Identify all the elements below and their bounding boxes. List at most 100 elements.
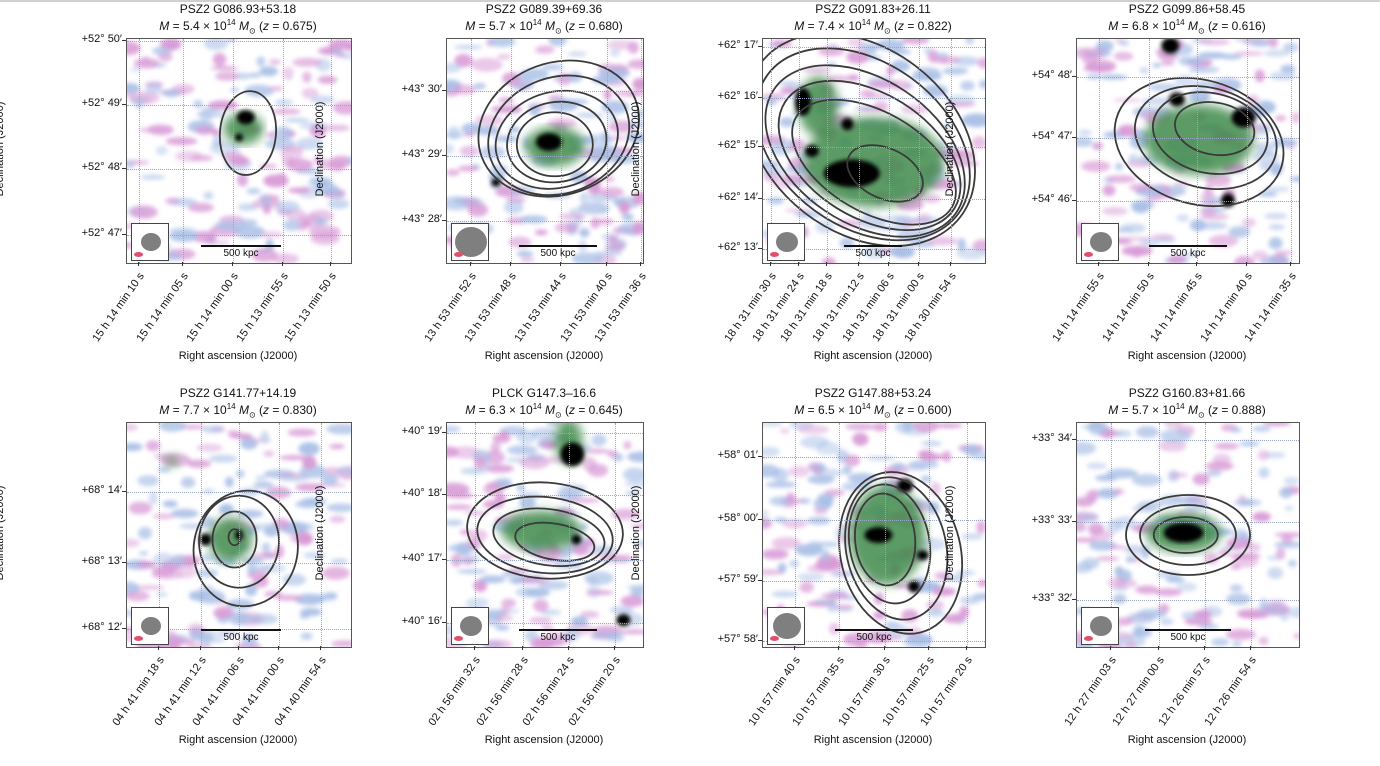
panel-title: PSZ2 G160.83+81.66 M = 5.7 × 1014 M⊙ (z =… [1067, 386, 1307, 422]
radio-intensity-map [447, 423, 643, 647]
dec-tick [1072, 439, 1076, 440]
beam-ellipse [141, 233, 161, 251]
ra-tick [888, 262, 889, 266]
y-axis-label: Declination (J2000) [630, 101, 642, 197]
y-axis-label: Declination (J2000) [314, 101, 326, 197]
dec-tick [442, 559, 446, 560]
dec-tick [442, 622, 446, 623]
ra-gridline [771, 39, 772, 263]
y-axis-label: Declination (J2000) [944, 485, 956, 581]
bright-source [823, 159, 880, 188]
ra-gridline [139, 39, 140, 263]
ra-tick [320, 646, 321, 650]
bright-source [804, 145, 819, 157]
ra-tick [158, 646, 159, 650]
sz-contour [854, 492, 917, 587]
dec-gridline [763, 457, 985, 458]
panel-title: PSZ2 G091.83+26.11 M = 7.4 × 1014 M⊙ (z =… [753, 2, 993, 38]
radio-intensity-map [1077, 39, 1299, 263]
ra-gridline [795, 423, 796, 647]
dec-tick-label: +62° 13′ [717, 241, 758, 253]
bright-source [235, 133, 243, 142]
ra-gridline [283, 39, 284, 263]
ra-tick [1148, 262, 1149, 266]
beam-ellipse [460, 616, 482, 636]
top-divider [0, 0, 1380, 2]
dec-tick [122, 168, 126, 169]
radio-map-panel: 500 kpc [762, 422, 986, 648]
scale-bar-label: 500 kpc [223, 248, 259, 259]
dec-gridline [447, 560, 643, 561]
dec-tick-label: +54° 48′ [1031, 69, 1072, 81]
ra-tick [950, 262, 951, 266]
ra-gridline [1149, 39, 1150, 263]
bright-source [907, 580, 920, 593]
ra-tick [838, 646, 839, 650]
x-axis-label: Right ascension (J2000) [1127, 734, 1247, 746]
dec-tick-label: +68° 13′ [81, 555, 122, 567]
dec-gridline [763, 98, 985, 99]
sz-contour [763, 47, 971, 242]
dec-tick [758, 146, 762, 147]
sz-contour [476, 495, 614, 575]
ra-gridline [159, 423, 160, 647]
dec-gridline [447, 433, 643, 434]
dec-gridline [763, 581, 985, 582]
dec-gridline [1077, 522, 1299, 523]
noise-background [127, 39, 351, 263]
beam-inset [1081, 607, 1119, 645]
mass-redshift: M = 7.7 × 1014 M⊙ (z = 0.830) [159, 402, 317, 420]
sz-contour [192, 489, 299, 608]
dec-tick-label: +33° 33′ [1031, 514, 1072, 526]
dec-tick [758, 248, 762, 249]
dec-tick-label: +62° 15′ [717, 139, 758, 151]
scale-bar [519, 245, 597, 247]
bright-source [560, 442, 585, 467]
mass-redshift: M = 6.3 × 1014 M⊙ (z = 0.645) [465, 402, 623, 420]
radio-intensity-map [127, 423, 351, 647]
dec-gridline [447, 623, 643, 624]
dec-gridline [447, 156, 643, 157]
ra-gridline [1247, 39, 1248, 263]
ra-tick [278, 646, 279, 650]
dec-gridline [763, 47, 985, 48]
ra-tick [1290, 262, 1291, 266]
dec-tick-label: +54° 47′ [1031, 130, 1072, 142]
sz-contour [1125, 494, 1251, 576]
dec-tick [1072, 137, 1076, 138]
panel-title: PSZ2 G141.77+14.19 M = 7.7 × 1014 M⊙ (z =… [118, 386, 358, 422]
ra-gridline [641, 39, 642, 263]
ra-tick [1158, 646, 1159, 650]
sz-contour [1152, 516, 1219, 554]
bright-source [1163, 522, 1204, 543]
bright-source [199, 533, 212, 546]
sz-contour [506, 100, 608, 184]
sz-contour [764, 64, 966, 238]
scale-bar [519, 629, 597, 631]
dec-tick-label: +43° 29′ [401, 148, 442, 160]
dec-gridline [1077, 201, 1299, 202]
bright-source [916, 550, 929, 561]
y-axis-label: Declination (J2000) [314, 485, 326, 581]
bright-source [571, 534, 582, 545]
dec-tick-label: +58° 00′ [717, 512, 758, 524]
sz-contour [1151, 91, 1269, 175]
radio-map-panel: 500 kpc [446, 38, 644, 264]
x-axis-label: Right ascension (J2000) [484, 734, 604, 746]
ra-gridline [321, 423, 322, 647]
ra-gridline [201, 423, 202, 647]
lofar-beam [1084, 636, 1093, 641]
y-axis-label: Declination (J2000) [0, 485, 6, 581]
ra-gridline [523, 423, 524, 647]
dec-tick-label: +40° 19′ [401, 425, 442, 437]
dec-gridline [127, 41, 351, 42]
mass-redshift: M = 5.4 × 1014 M⊙ (z = 0.675) [159, 18, 317, 36]
ra-tick [1250, 646, 1251, 650]
radio-map-panel: 500 kpc [126, 422, 352, 648]
ra-tick [568, 646, 569, 650]
dec-tick [122, 104, 126, 105]
panel-title: PSZ2 G099.86+58.45 M = 6.8 × 1014 M⊙ (z =… [1067, 2, 1307, 38]
scale-bar-label: 500 kpc [223, 632, 259, 643]
radio-intensity-map [127, 39, 351, 263]
dec-gridline [763, 520, 985, 521]
